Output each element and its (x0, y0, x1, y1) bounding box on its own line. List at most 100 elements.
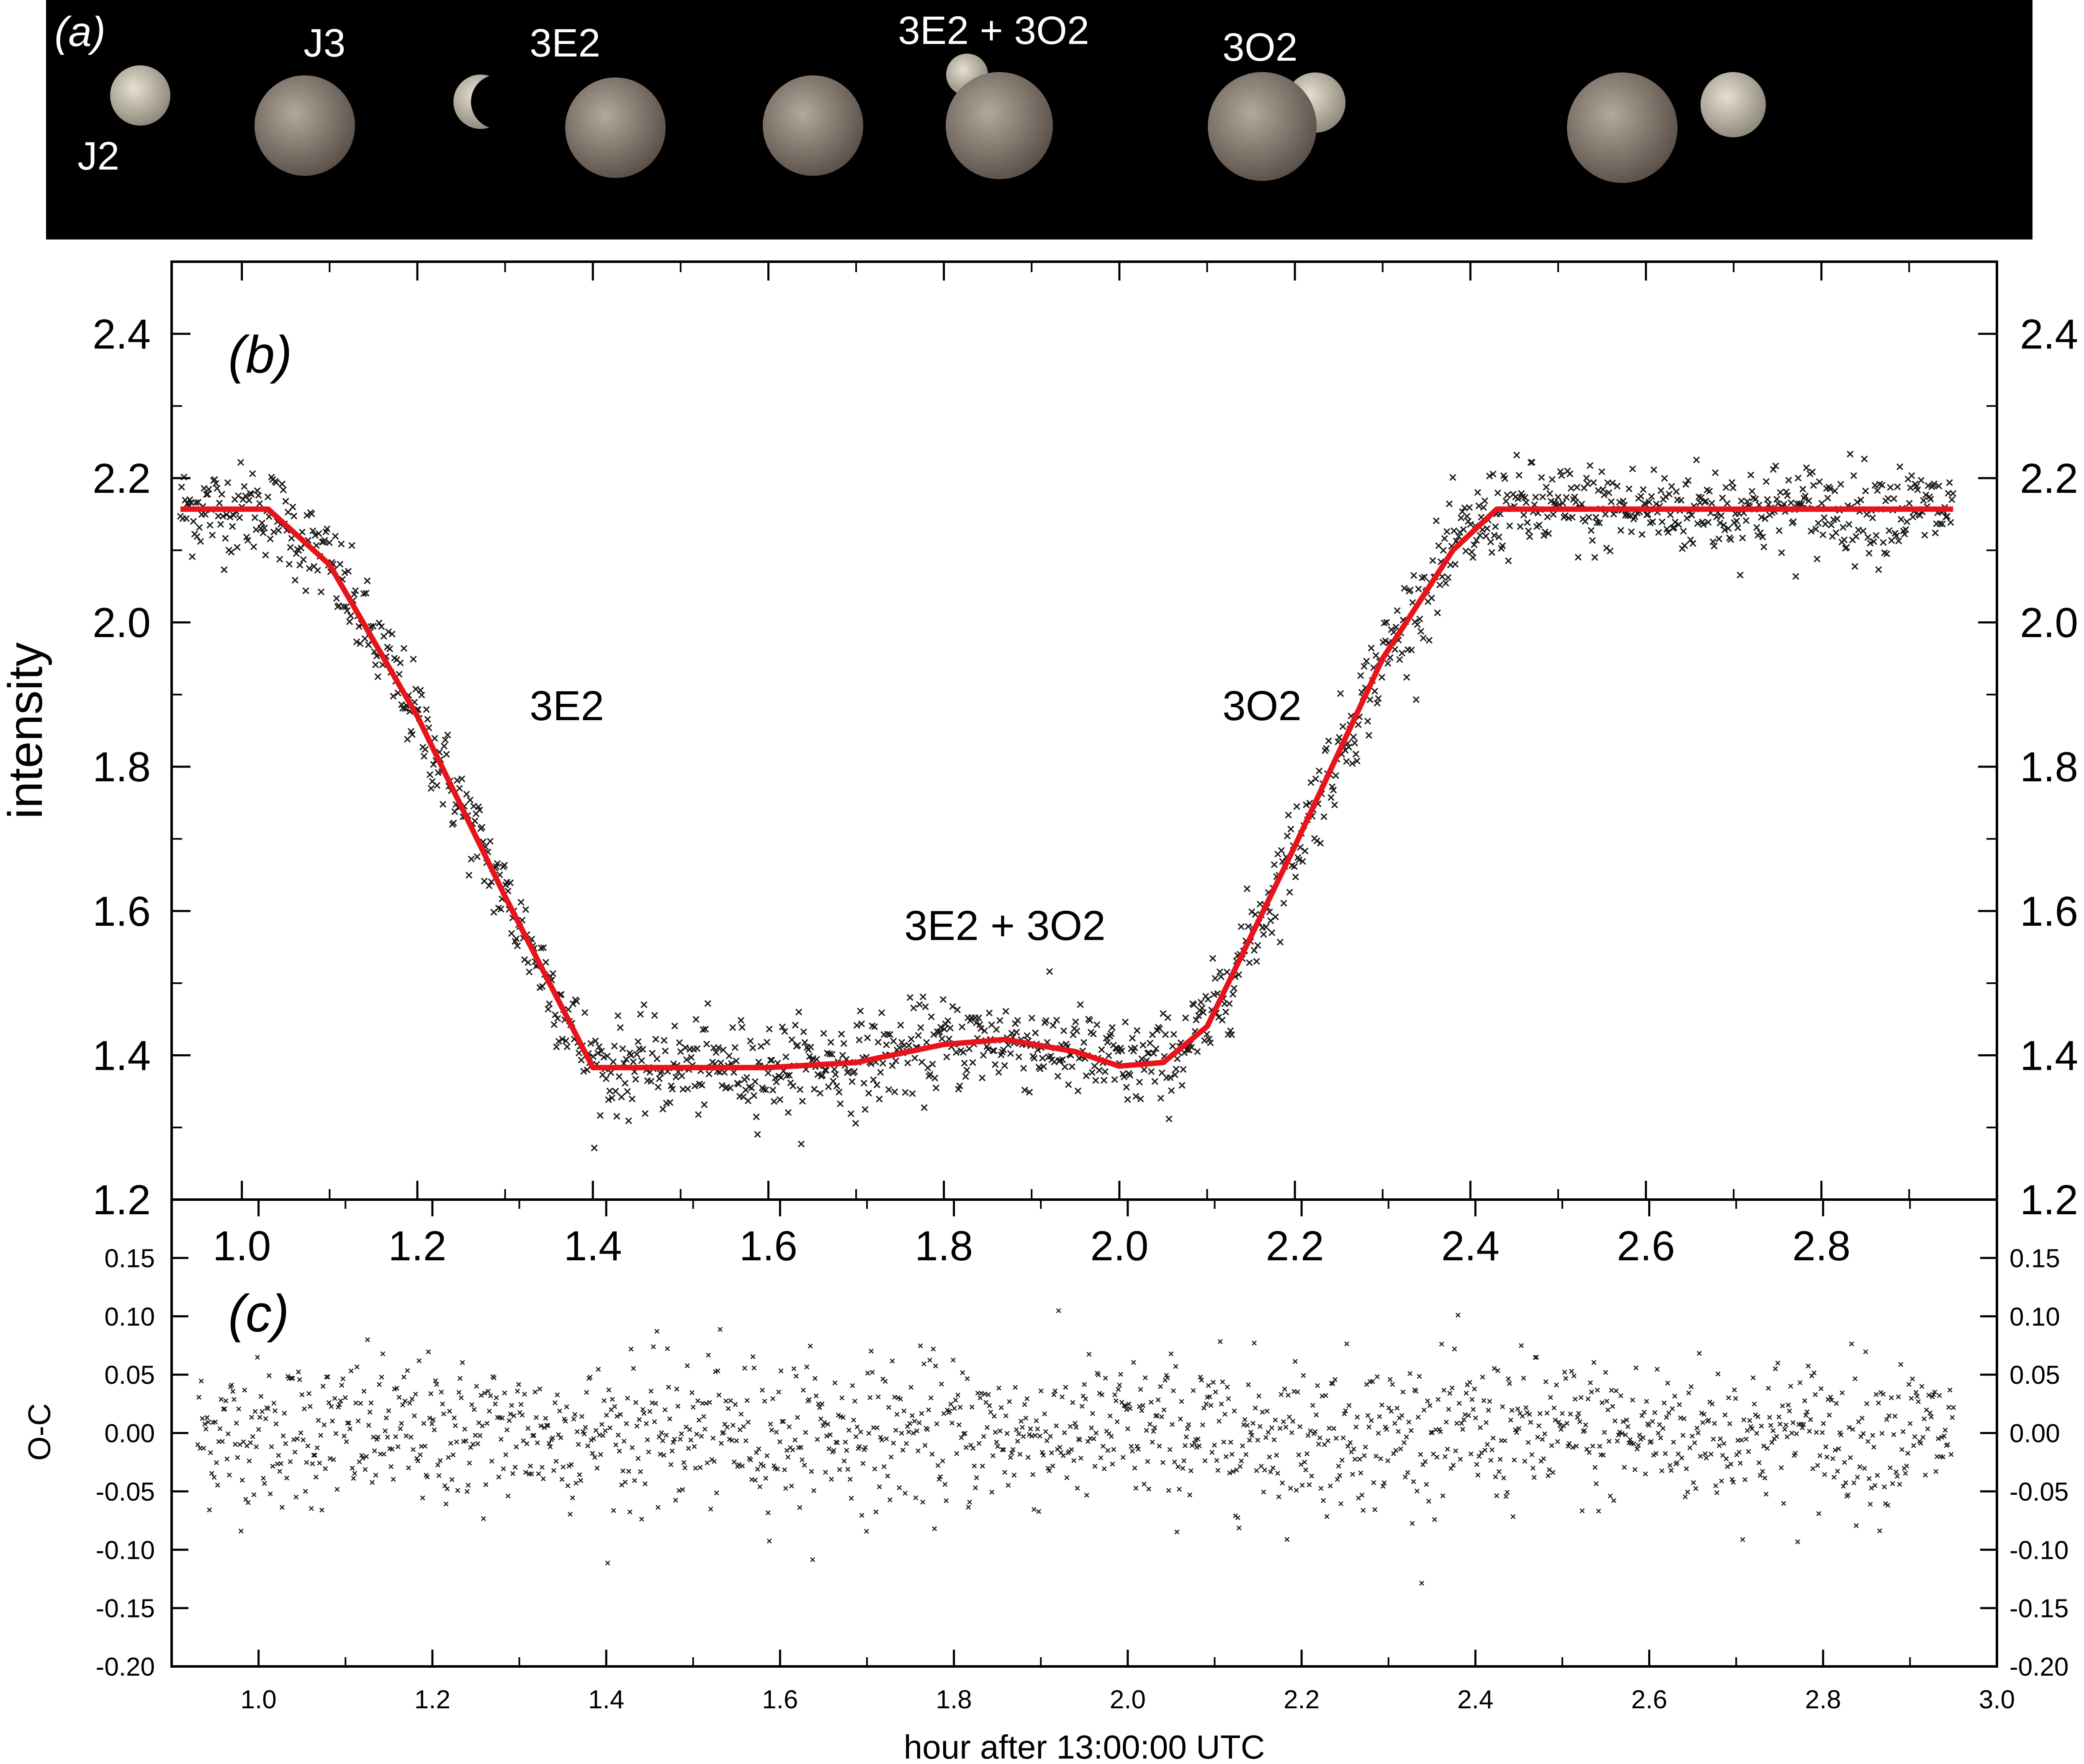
data-point (1415, 585, 1422, 592)
residual-point (1728, 1461, 1734, 1467)
data-point (748, 1084, 755, 1092)
residual-point (1164, 1373, 1169, 1378)
residual-point (1158, 1384, 1163, 1389)
residual-point (950, 1357, 956, 1363)
residual-point (1314, 1412, 1319, 1418)
residual-point (894, 1412, 900, 1417)
data-point (1438, 573, 1446, 580)
residual-point (1877, 1528, 1882, 1533)
data-point (788, 1036, 795, 1043)
residual-point (1551, 1405, 1557, 1411)
data-point (1065, 1081, 1072, 1088)
moon-disc (110, 65, 170, 126)
data-point (1059, 1056, 1066, 1063)
residual-point (306, 1391, 311, 1396)
residual-point (870, 1370, 875, 1375)
residual-point (1318, 1486, 1324, 1491)
data-point (698, 1082, 705, 1089)
x-tick-label: 1.8 (915, 1223, 973, 1270)
data-point (1361, 663, 1368, 670)
residual-point (398, 1426, 403, 1432)
data-point (1355, 721, 1362, 728)
data-point (1436, 581, 1443, 589)
data-point (1072, 1018, 1079, 1025)
residual-point (1788, 1383, 1793, 1389)
residual-point (232, 1397, 237, 1402)
residual-point (1322, 1442, 1327, 1447)
residual-point (667, 1416, 672, 1422)
residual-point (1699, 1410, 1704, 1416)
residual-point (226, 1431, 231, 1437)
data-point (1875, 566, 1882, 573)
residual-point (1064, 1475, 1070, 1481)
residual-point (1165, 1375, 1170, 1380)
data-point (1586, 462, 1594, 469)
residual-point (1355, 1414, 1360, 1420)
residual-point (1116, 1387, 1121, 1392)
residual-point (819, 1401, 825, 1406)
residual-point (1939, 1434, 1945, 1440)
data-point (1772, 462, 1779, 469)
residual-point (1513, 1427, 1518, 1432)
data-point (606, 1087, 613, 1094)
residual-point (1338, 1501, 1343, 1506)
y-tick-label: -0.10 (96, 1536, 155, 1565)
residual-point (440, 1401, 445, 1407)
residual-point (1836, 1446, 1841, 1452)
residual-point (639, 1517, 644, 1522)
data-point (639, 1046, 646, 1053)
residual-point (1904, 1463, 1909, 1469)
residual-point (211, 1475, 217, 1480)
residual-point (1732, 1387, 1737, 1393)
data-point (1272, 913, 1279, 920)
data-point (1466, 504, 1473, 511)
residual-point (301, 1437, 306, 1442)
residual-point (1366, 1424, 1372, 1430)
residual-point (1671, 1440, 1676, 1445)
residual-point (1754, 1431, 1760, 1436)
data-point (1573, 484, 1581, 491)
data-point (592, 1037, 599, 1045)
data-point (539, 983, 546, 990)
data-point (363, 590, 370, 597)
data-point (1764, 496, 1771, 503)
data-point (1013, 1029, 1020, 1036)
data-point (1077, 1001, 1084, 1008)
data-point (1517, 523, 1524, 530)
residual-point (765, 1510, 771, 1515)
data-point (1864, 534, 1871, 541)
data-point (1040, 1063, 1047, 1070)
residual-point (574, 1429, 580, 1434)
residual-point (1896, 1394, 1901, 1399)
residual-point (1085, 1439, 1091, 1444)
residual-point (860, 1461, 866, 1466)
data-point (918, 1058, 926, 1066)
residual-point (329, 1404, 334, 1409)
x-tick-label: 2.0 (1110, 1685, 1146, 1714)
residual-point (1776, 1414, 1782, 1419)
data-point (1682, 481, 1689, 488)
residual-point (1591, 1360, 1597, 1365)
data-point (1312, 775, 1319, 783)
residual-point (1948, 1452, 1954, 1457)
y-tick-label: 0.15 (104, 1244, 155, 1273)
residual-point (1487, 1398, 1492, 1404)
data-point (838, 1030, 845, 1038)
residual-point (966, 1504, 971, 1510)
data-point (1683, 515, 1690, 522)
residual-point (429, 1421, 435, 1427)
residual-point (1458, 1457, 1463, 1462)
data-point (1392, 623, 1400, 631)
residual-point (1884, 1417, 1889, 1422)
data-point (229, 523, 236, 530)
residual-point (1027, 1432, 1032, 1437)
data-point (770, 1098, 778, 1105)
data-point (939, 996, 947, 1003)
residual-point (448, 1441, 453, 1446)
residual-point (1554, 1382, 1559, 1388)
residual-point (818, 1416, 823, 1422)
residual-point (550, 1435, 555, 1441)
residual-point (1685, 1489, 1690, 1495)
residual-point (1871, 1445, 1876, 1450)
residual-point (1050, 1463, 1055, 1469)
